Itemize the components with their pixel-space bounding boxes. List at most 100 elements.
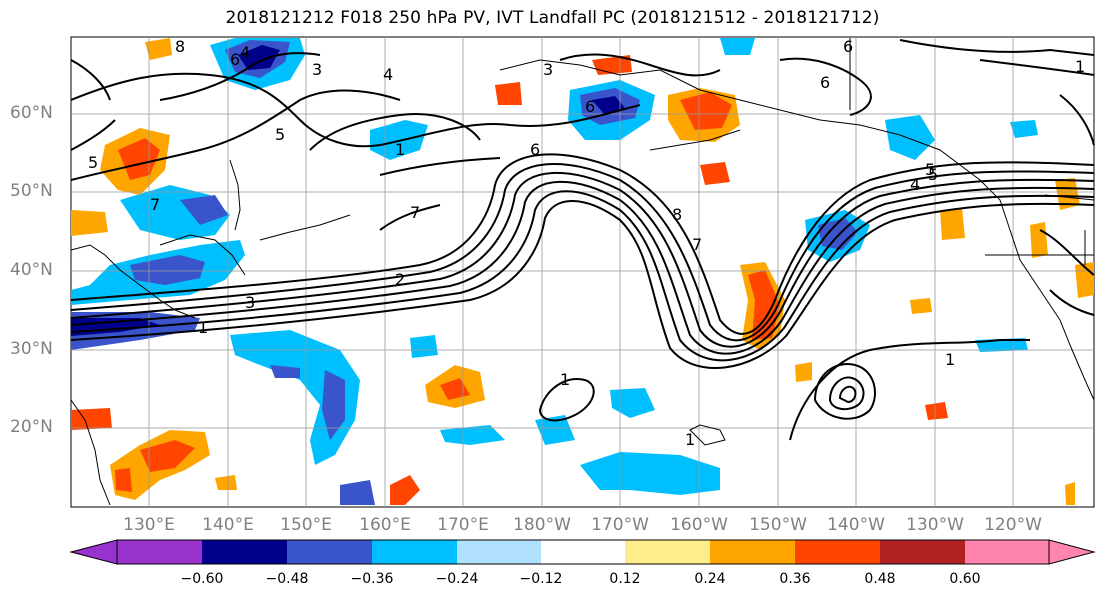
latitude-label: 60°N [10, 103, 53, 123]
negative-anomaly-region [440, 425, 505, 445]
contour-label: 1 [1075, 57, 1085, 76]
colorbar-segment [287, 540, 372, 564]
positive-anomaly-region [910, 298, 932, 314]
positive-anomaly-region [1055, 178, 1080, 210]
contour-label: 4 [383, 65, 393, 84]
colorbar-tick-label: −0.60 [180, 571, 224, 587]
contour-label: 5 [275, 125, 285, 144]
colorbar-tick-label: 0.24 [694, 571, 726, 587]
contour-label: 1 [395, 140, 405, 159]
colorbar-segment [117, 540, 202, 564]
contour-label: 3 [312, 60, 322, 79]
positive-anomaly-region [925, 402, 948, 420]
colorbar-segment [372, 540, 457, 564]
colorbar-tick-label: −0.12 [519, 571, 563, 587]
contour-label: 2 [395, 270, 405, 289]
colorbar-segment [880, 540, 965, 564]
negative-anomaly-region [410, 335, 438, 358]
contour-label-group: 8 6 3 4 5 6 6 6 7 5 3 4 5 1 6 7 8 7 2 3 … [88, 37, 1085, 449]
contour-label: 1 [560, 370, 570, 389]
longitude-label: 130°E [123, 515, 175, 535]
contour-label: 7 [150, 195, 160, 214]
longitude-label: 150°E [280, 515, 332, 535]
contour-label: 7 [692, 235, 702, 254]
positive-anomaly-region [145, 38, 172, 60]
colorbar-over-extension [1048, 539, 1096, 565]
contour-label: 5 [88, 153, 98, 172]
colorbar-tick-label: −0.36 [350, 571, 394, 587]
contour-label: 6 [843, 37, 853, 56]
contour-label: 8 [175, 37, 185, 56]
contour-label: 6 [530, 140, 540, 159]
positive-anomaly-region [700, 162, 730, 185]
contour-label: 4 [910, 175, 920, 194]
longitude-label: 140°E [202, 515, 254, 535]
negative-anomaly-region [238, 45, 280, 70]
longitude-label: 150°W [749, 515, 807, 535]
colorbar-tick-label: 0.12 [609, 571, 641, 587]
longitude-label: 180°W [513, 515, 571, 535]
colorbar-segment [541, 540, 625, 564]
colorbar-segment [965, 540, 1049, 564]
positive-anomaly-region [390, 475, 420, 505]
contour-label: 5 [928, 165, 938, 184]
contour-label: 8 [672, 205, 682, 224]
negative-anomaly-region [885, 115, 935, 160]
negative-anomaly-region [580, 452, 720, 495]
colorbar-under-extension [69, 539, 118, 565]
colorbar-tick-label: 0.60 [949, 571, 981, 587]
positive-anomaly-region [1030, 222, 1048, 258]
longitude-label: 130°W [906, 515, 964, 535]
latitude-label: 40°N [10, 260, 53, 280]
latitude-label: 50°N [10, 181, 53, 201]
negative-anomaly-region [340, 480, 375, 505]
longitude-label: 170°W [591, 515, 649, 535]
negative-anomaly-region [535, 415, 575, 445]
contour-label: 6 [585, 97, 595, 116]
map-title: 2018121212 F018 250 hPa PV, IVT Landfall… [225, 8, 880, 28]
longitude-label: 160°W [670, 515, 728, 535]
colorbar-segment [625, 540, 710, 564]
negative-anomaly-region [270, 365, 300, 378]
positive-anomaly-region [495, 82, 522, 105]
contour-label: 5 [925, 160, 935, 179]
colorbar-tick-label: −0.48 [265, 571, 309, 587]
contour-label: 6 [230, 50, 240, 69]
positive-anomaly-region [215, 475, 237, 490]
positive-anomaly-region [140, 440, 195, 472]
contour-label: 3 [245, 293, 255, 312]
colorbar-segment [795, 540, 880, 564]
latitude-label: 30°N [10, 339, 53, 359]
contour-label: 1 [198, 318, 208, 337]
colorbar-segment [202, 540, 287, 564]
positive-anomaly-region [115, 468, 132, 492]
contour-label: 1 [685, 430, 695, 449]
colorbar-tick-label: 0.48 [864, 571, 896, 587]
longitude-label: 170°E [437, 515, 489, 535]
colorbar-tick-label: −0.24 [435, 571, 479, 587]
positive-anomaly-region [680, 92, 732, 130]
negative-anomaly-region [720, 38, 755, 55]
positive-anomaly-region [795, 362, 812, 382]
longitude-label: 160°E [359, 515, 411, 535]
latitude-label: 20°N [10, 417, 53, 437]
negative-anomaly-region [230, 330, 360, 465]
negative-anomaly-region [322, 370, 345, 440]
colorbar-segment [457, 540, 541, 564]
negative-anomaly-region [1010, 120, 1038, 138]
negative-anomaly-region [180, 195, 228, 225]
positive-anomaly-region [1065, 482, 1075, 505]
colorbar-frame [116, 539, 1050, 565]
contour-lines [70, 39, 1095, 441]
positive-anomaly-region [71, 210, 108, 236]
contour-label: 3 [543, 60, 553, 79]
colorbar-tick-label: 0.36 [779, 571, 811, 587]
map-panel: 8 6 3 4 5 6 6 6 7 5 3 4 5 1 6 7 8 7 2 3 … [70, 36, 1095, 508]
gridlines [71, 37, 1094, 507]
negative-anomaly-region [610, 388, 655, 418]
contour-label: 1 [945, 350, 955, 369]
pv-shading [71, 38, 1094, 505]
longitude-label: 120°W [984, 515, 1042, 535]
longitude-label: 140°W [827, 515, 885, 535]
